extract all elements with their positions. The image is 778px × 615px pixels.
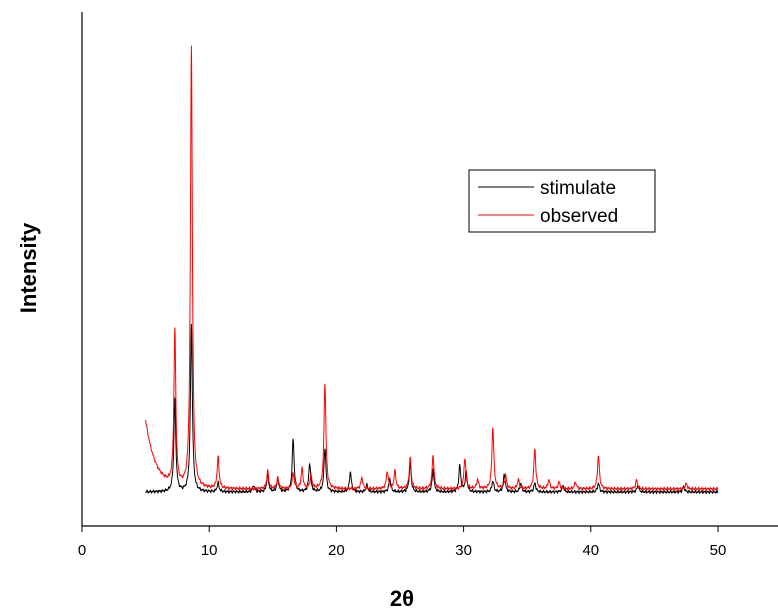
x-tick-label: 30 (455, 542, 472, 559)
legend-label-observed: observed (540, 206, 618, 227)
x-tick-label: 10 (201, 542, 218, 559)
x-tick-label: 50 (710, 542, 727, 559)
series-line-observed (145, 45, 719, 492)
x-tick-label: 20 (328, 542, 345, 559)
series-layer (145, 45, 719, 495)
legend: stimulate observed (468, 169, 656, 233)
x-axis-title: 2θ (390, 586, 414, 611)
legend-label-stimulate: stimulate (540, 178, 616, 199)
legend-box (468, 169, 656, 233)
x-ticks: 0 10 20 30 40 50 (78, 526, 727, 559)
y-axis-title: Intensity (16, 222, 41, 313)
x-tick-label: 40 (582, 542, 599, 559)
series-line-stimulate (145, 323, 719, 495)
x-tick-label: 0 (78, 542, 86, 559)
